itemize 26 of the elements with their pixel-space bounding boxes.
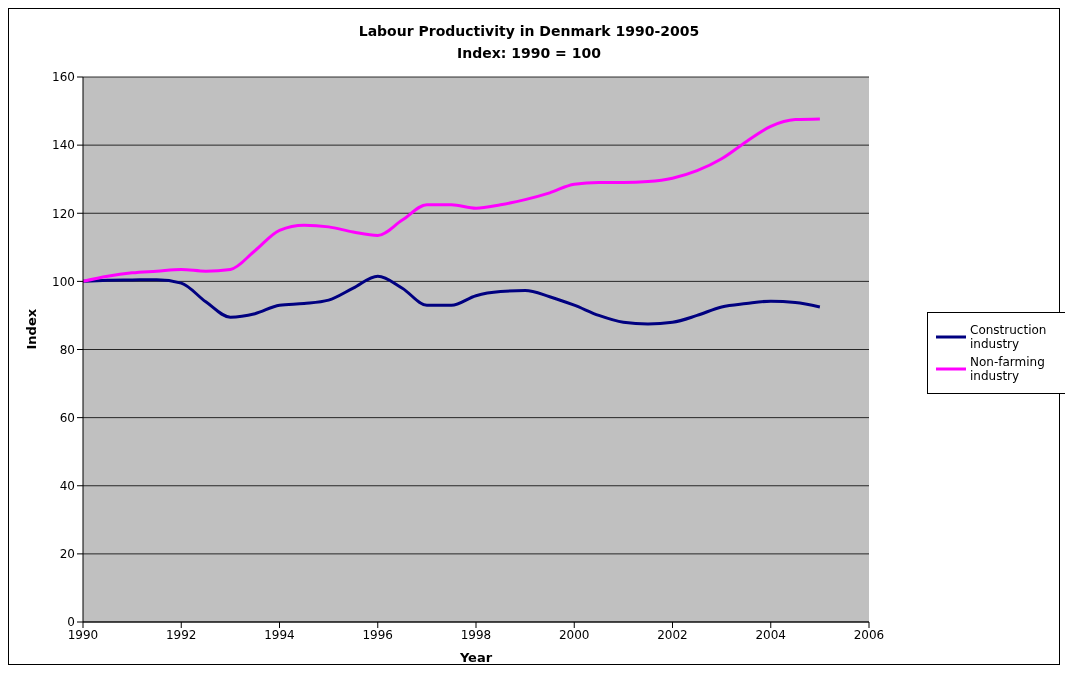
line-series bbox=[83, 274, 822, 326]
line-series bbox=[83, 117, 822, 283]
y-tick-label: 0 bbox=[67, 615, 75, 630]
x-tick-label: 2000 bbox=[558, 627, 590, 642]
x-tick-label: 1990 bbox=[67, 627, 99, 642]
x-axis-title: Year bbox=[458, 650, 493, 665]
y-tick-label: 80 bbox=[59, 342, 75, 357]
y-tick-label: 40 bbox=[59, 479, 75, 494]
x-tick-label: 1998 bbox=[460, 627, 492, 642]
x-tick-label: 2002 bbox=[657, 627, 688, 642]
x-tick-label: 1996 bbox=[362, 627, 394, 642]
x-tick-label: 1994 bbox=[264, 627, 295, 642]
legend-label: Non-farming industry bbox=[970, 355, 1046, 383]
legend-label: Construction industry bbox=[970, 323, 1048, 351]
y-tick-label: 60 bbox=[59, 410, 75, 425]
y-tick-label: 120 bbox=[52, 206, 75, 221]
x-tick-label: 1992 bbox=[165, 627, 197, 642]
chart-subtitle: Index: 1990 = 100 bbox=[456, 45, 602, 61]
y-tick-label: 160 bbox=[52, 70, 75, 85]
y-tick-label: 20 bbox=[59, 547, 75, 562]
x-tick-label: 2006 bbox=[853, 627, 885, 642]
y-axis-title: Index bbox=[23, 308, 39, 350]
y-tick-label: 100 bbox=[52, 274, 75, 289]
y-tick-label: 140 bbox=[52, 138, 75, 153]
x-tick-label: 2004 bbox=[755, 627, 787, 642]
chart-title: Labour Productivity in Denmark 1990-2005 bbox=[357, 23, 701, 39]
